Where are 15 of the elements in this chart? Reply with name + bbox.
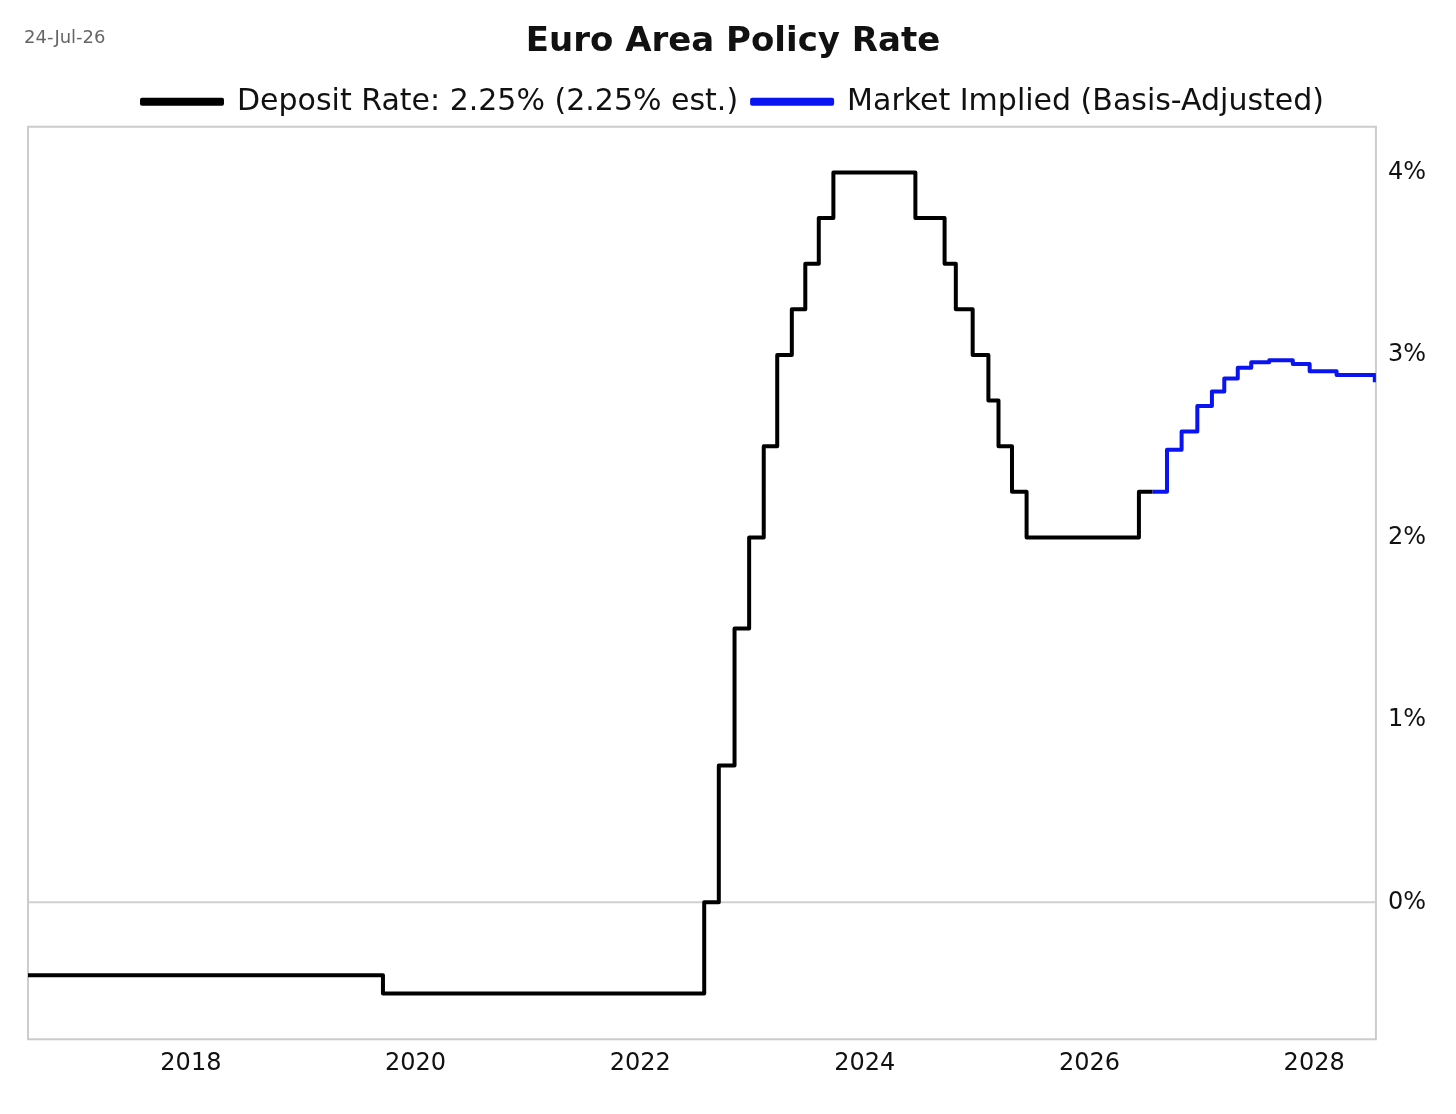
y-tick-label: 0% <box>1387 886 1426 915</box>
y-tick-label: 3% <box>1387 339 1426 368</box>
x-tick-label: 2018 <box>160 1047 222 1076</box>
chart-title: Euro Area Policy Rate <box>525 19 941 60</box>
text: 24-Jul-26 <box>24 26 106 47</box>
x-tick-label: 2024 <box>834 1047 896 1076</box>
y-tick-label: 1% <box>1387 704 1426 733</box>
x-tick-label: 2022 <box>609 1047 671 1076</box>
x-tick-label: 2026 <box>1058 1047 1121 1076</box>
x-tick-label: 2020 <box>384 1047 447 1076</box>
y-tick-label: 4% <box>1387 156 1426 185</box>
legend-label: Deposit Rate: 2.25% (2.25% est.) <box>236 81 739 117</box>
legend-label: Market Implied (Basis-Adjusted) <box>847 81 1325 117</box>
x-tick-label: 2028 <box>1283 1047 1345 1076</box>
y-tick-label: 2% <box>1387 521 1426 550</box>
